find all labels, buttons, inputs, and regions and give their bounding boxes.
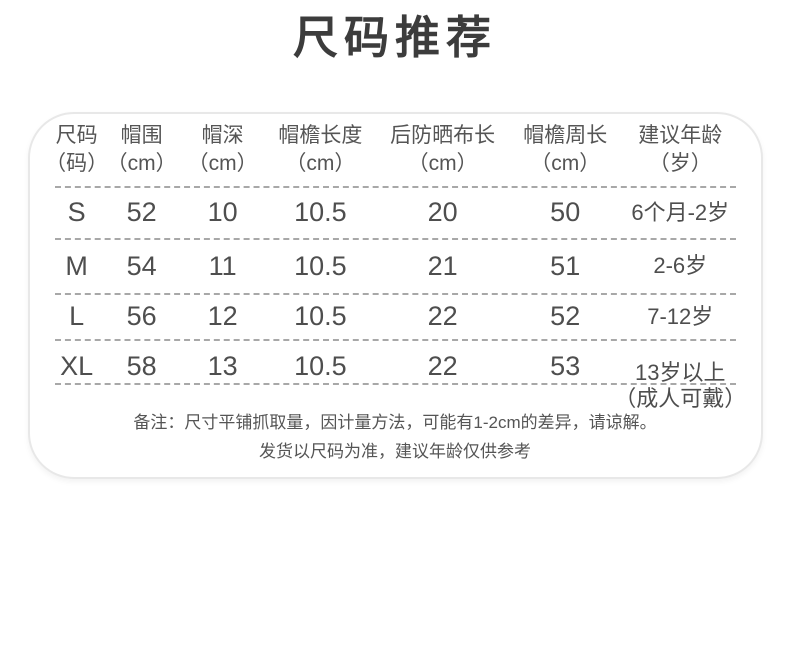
brim-length-value: 10.5 (294, 351, 347, 382)
column-header-hat-circumference: 帽围 （cm） (106, 124, 177, 175)
back-sunshade-length-value: 22 (427, 301, 458, 332)
table-row-l: L 56 12 10.5 22 52 7-12岁 (54, 295, 736, 341)
brim-perimeter-value: 51 (550, 250, 581, 281)
column-header-size: 尺码 （码） (45, 124, 109, 175)
column-header-back-sunshade-length: 后防晒布长 （cm） (390, 124, 496, 175)
hat-depth-value: 11 (208, 250, 237, 281)
suggested-age-value: 6个月-2岁 (631, 199, 730, 225)
brim-length-value: 10.5 (294, 197, 347, 228)
brim-length-value: 10.5 (294, 250, 347, 281)
brim-perimeter-value: 53 (550, 351, 581, 382)
size-chart-card: 尺码 （码） 帽围 （cm） 帽深 （cm） 帽檐长度 （cm） 后防晒布长 （… (27, 111, 763, 479)
brim-perimeter-value: 50 (550, 197, 581, 228)
hat-circumference-value: 56 (126, 301, 157, 332)
column-header-brim-length: 帽檐长度 （cm） (278, 124, 363, 175)
size-value: XL (60, 351, 94, 382)
remark-note: 备注：尺寸平铺抓取量，因计量方法，可能有1-2cm的差异，请谅解。 发货以尺码为… (55, 409, 736, 467)
hat-depth-value: 10 (207, 197, 238, 228)
hat-circumference-value: 52 (126, 197, 157, 228)
suggested-age-value: 13岁以上 （成人可戴） (614, 359, 747, 411)
hat-depth-value: 13 (207, 351, 238, 382)
brim-perimeter-value: 52 (550, 301, 581, 332)
size-value: M (65, 250, 88, 281)
page-title: 尺码推荐 (292, 12, 497, 63)
back-sunshade-length-value: 22 (427, 351, 458, 382)
hat-circumference-value: 54 (126, 250, 157, 281)
hat-depth-value: 12 (207, 301, 238, 332)
table-row-xl: XL 58 13 10.5 22 53 13岁以上 （成人可戴） (54, 341, 746, 411)
table-row-s: S 52 10 10.5 20 50 6个月-2岁 (54, 188, 736, 240)
suggested-age-value: 2-6岁 (653, 253, 708, 279)
remark-note-line2: 发货以尺码为准，建议年龄仅供参考 (259, 441, 531, 461)
column-header-brim-perimeter: 帽檐周长 （cm） (523, 124, 608, 175)
back-sunshade-length-value: 20 (427, 197, 458, 228)
size-value: S (67, 197, 86, 228)
back-sunshade-length-value: 21 (427, 250, 458, 281)
table-header-row: 尺码 （码） 帽围 （cm） 帽深 （cm） 帽檐长度 （cm） 后防晒布长 （… (45, 114, 736, 188)
brim-length-value: 10.5 (294, 301, 347, 332)
table-row-m: M 54 11 10.5 21 51 2-6岁 (54, 240, 736, 295)
column-header-hat-depth: 帽深 （cm） (187, 124, 258, 175)
suggested-age-value: 7-12岁 (647, 303, 714, 329)
hat-circumference-value: 58 (126, 351, 157, 382)
column-header-suggested-age: 建议年龄 （岁） (638, 124, 723, 175)
size-value: L (69, 301, 85, 332)
remark-note-line1: 备注：尺寸平铺抓取量，因计量方法，可能有1-2cm的差异，请谅解。 (133, 412, 657, 432)
